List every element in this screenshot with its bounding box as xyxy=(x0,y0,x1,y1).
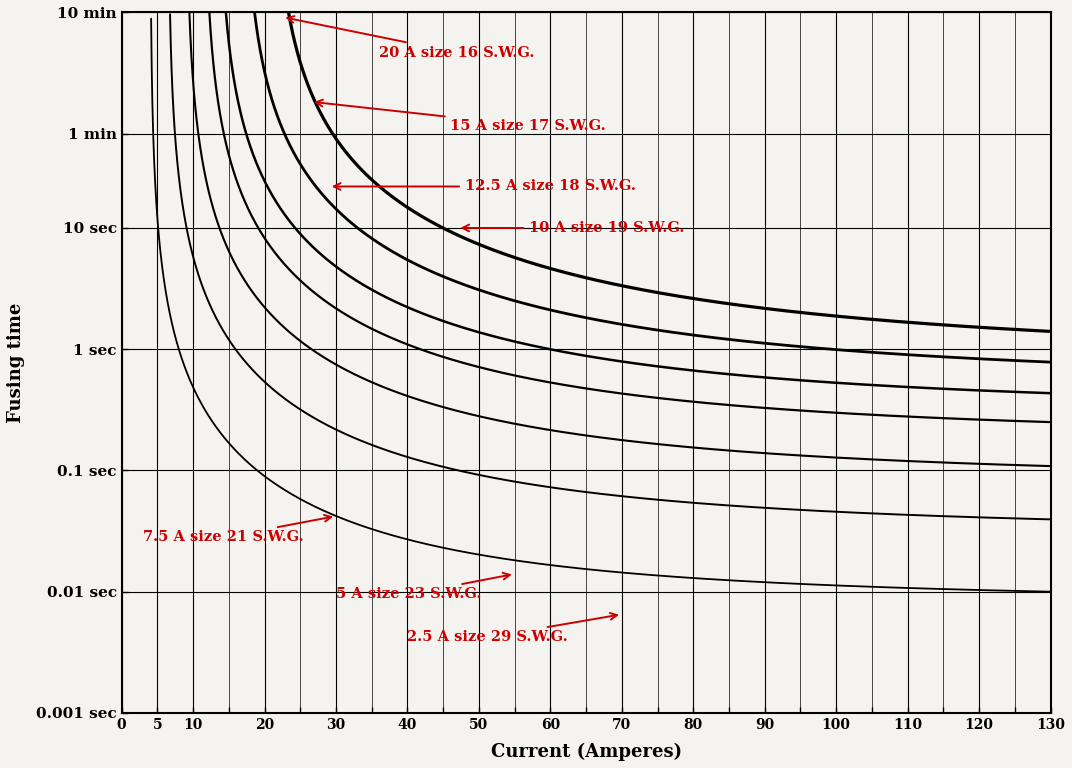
Text: 10 A size 19 S.W.G.: 10 A size 19 S.W.G. xyxy=(462,221,684,235)
Text: 7.5 A size 21 S.W.G.: 7.5 A size 21 S.W.G. xyxy=(143,515,331,545)
Text: 5 A size 23 S.W.G.: 5 A size 23 S.W.G. xyxy=(336,573,510,601)
Y-axis label: Fusing time: Fusing time xyxy=(6,303,25,423)
Text: 12.5 A size 18 S.W.G.: 12.5 A size 18 S.W.G. xyxy=(333,180,636,194)
X-axis label: Current (Amperes): Current (Amperes) xyxy=(491,743,682,761)
Text: 20 A size 16 S.W.G.: 20 A size 16 S.W.G. xyxy=(287,16,534,60)
Text: 2.5 A size 29 S.W.G.: 2.5 A size 29 S.W.G. xyxy=(407,613,617,644)
Text: 15 A size 17 S.W.G.: 15 A size 17 S.W.G. xyxy=(316,100,606,133)
